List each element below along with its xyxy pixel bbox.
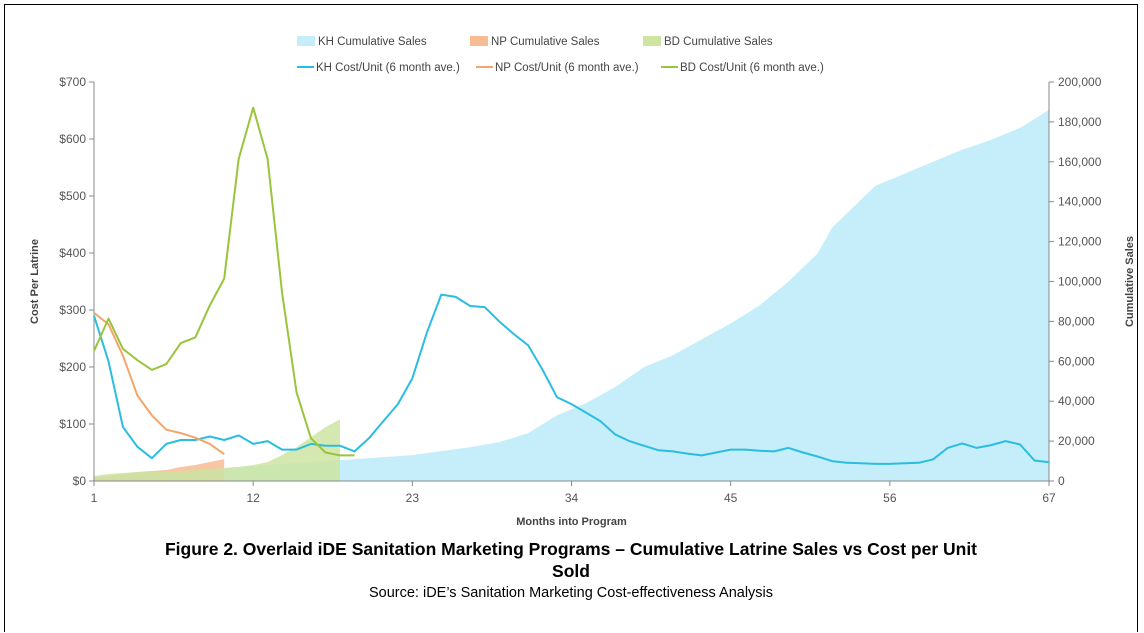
caption-line-1: Figure 2. Overlaid iDE Sanitation Market… [164,539,978,559]
legend-label-kh-cumulative-sales: KH Cumulative Sales [318,36,427,48]
y-left-tick-label: $0 [73,474,87,488]
y-right-tick-label: 160,000 [1058,155,1102,169]
y-right-tick-label: 200,000 [1058,75,1102,89]
y-right-tick-label: 100,000 [1058,275,1102,289]
y-left-tick-label: $100 [59,417,86,431]
legend-label-bd-cumulative-sales: BD Cumulative Sales [664,36,773,48]
y-right-tick-label: 120,000 [1058,235,1102,249]
legend-label-np-cumulative-sales: NP Cumulative Sales [491,36,600,48]
legend-label-kh-cost-unit-6-month-ave: KH Cost/Unit (6 month ave.) [316,62,460,74]
y-left-tick-label: $400 [59,246,86,260]
legend-label-np-cost-unit-6-month-ave: NP Cost/Unit (6 month ave.) [495,62,639,74]
legend-swatch-np-cumulative-sales [470,36,488,46]
y-axis-left-title: Cost Per Latrine [29,239,41,324]
y-axis-right-title: Cumulative Sales [1124,236,1136,327]
y-right-tick-label: 60,000 [1058,354,1095,368]
figure-caption: Figure 2. Overlaid iDE Sanitation Market… [4,538,1138,582]
figure-frame [4,4,1138,632]
y-left-tick-label: $300 [59,303,86,317]
y-right-tick-label: 140,000 [1058,195,1102,209]
x-tick-label: 12 [246,491,260,505]
y-right-tick-label: 80,000 [1058,314,1095,328]
x-tick-label: 67 [1042,491,1056,505]
line-series-kh [93,293,1050,465]
area-series-bd [94,419,340,481]
area-series-kh [94,109,1049,482]
y-right-tick-label: 20,000 [1058,434,1095,448]
y-right-tick-label: 40,000 [1058,394,1095,408]
caption-line-2: Sold [552,561,590,581]
legend-swatch-bd-cumulative-sales [643,36,661,46]
line-series-np [93,312,225,456]
x-tick-label: 1 [91,491,98,505]
y-left-tick-label: $500 [59,189,86,203]
y-left-tick-label: $600 [59,132,86,146]
legend-label-bd-cost-unit-6-month-ave: BD Cost/Unit (6 month ave.) [680,62,824,74]
legend-swatch-kh-cumulative-sales [297,36,315,46]
x-tick-label: 34 [565,491,579,505]
y-right-tick-label: 0 [1058,474,1065,488]
x-tick-label: 56 [883,491,897,505]
y-left-tick-label: $700 [59,75,86,89]
x-tick-label: 23 [406,491,420,505]
y-right-tick-label: 180,000 [1058,115,1102,129]
x-axis-title: Months into Program [516,516,627,528]
figure-source: Source: iDE’s Sanitation Marketing Cost-… [368,585,774,601]
y-left-tick-label: $200 [59,360,86,374]
line-series-bd [93,106,355,457]
x-tick-label: 45 [724,491,738,505]
